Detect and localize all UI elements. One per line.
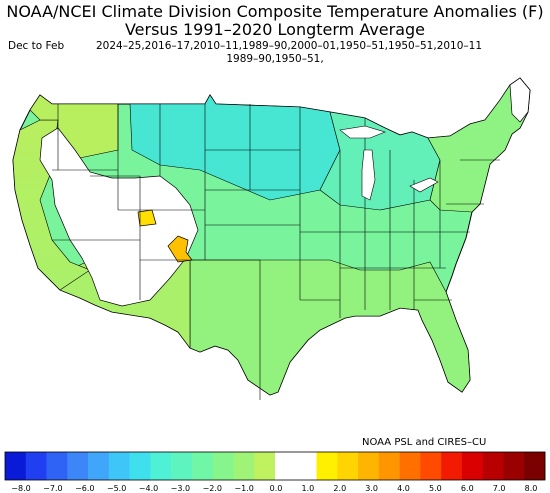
colorbar-tick-label: 5.0 (429, 484, 442, 493)
colorbar-swatch (337, 452, 359, 480)
region-neutral-west (39, 127, 199, 307)
colorbar-tick-label: 3.0 (365, 484, 378, 493)
colorbar-swatch (46, 452, 68, 480)
colorbar-tick-label: −2.0 (202, 484, 223, 493)
colorbar-swatch (108, 452, 130, 480)
colorbar-tick-label: 0.0 (269, 484, 283, 493)
colorbar-swatch (191, 452, 213, 480)
colorbar-swatch (212, 452, 234, 480)
credit-label: NOAA PSL and CIRES–CU (362, 437, 487, 448)
colorbar-outline (4, 451, 546, 481)
lake-superior (339, 125, 386, 139)
colorbar-swatch (461, 452, 483, 480)
colorbar-swatch (378, 452, 400, 480)
colorbar-swatch (420, 452, 442, 480)
region-south (189, 259, 471, 396)
colorbar-tick-label: −6.0 (75, 484, 95, 493)
colorbar-tick-label: 4.0 (397, 484, 410, 493)
colorbar-swatch (295, 452, 317, 480)
colorbar-tick-label: −4.0 (138, 484, 159, 493)
colorbar-tick-label: 1.0 (301, 484, 315, 493)
colorbar-swatch (358, 452, 380, 480)
colorbar-swatch (441, 452, 463, 480)
colorbar-tick-label: −5.0 (106, 484, 127, 493)
colorbar-tick-label: 2.0 (333, 484, 347, 493)
colorbar-swatch (254, 452, 276, 480)
region-great-lakes (319, 111, 441, 211)
colorbar-swatch (316, 452, 338, 480)
colorbar-swatch (482, 452, 504, 480)
map-title-line1: NOAA/NCEI Climate Division Composite Tem… (6, 2, 544, 21)
colorbar-tick-label: 8.0 (524, 484, 538, 493)
colorbar-swatch (25, 452, 47, 480)
region-neutral-maine (509, 77, 531, 123)
colorbar-swatch (150, 452, 172, 480)
colorbar-tick-label: −1.0 (234, 484, 254, 493)
composite-years-line2: 1989–90,1950–51, (226, 53, 324, 65)
colorbar-swatch (67, 452, 89, 480)
colorbar-swatch (275, 452, 297, 480)
lake-michigan (361, 149, 376, 201)
lake-erie (409, 177, 439, 193)
colorbar-swatch (524, 452, 546, 480)
warm-anomaly-colorado (167, 235, 193, 263)
region-northeast (427, 77, 531, 213)
colorbar-swatch (171, 452, 193, 480)
colorbar-swatch (503, 452, 525, 480)
colorbar-tick-label: 6.0 (460, 484, 474, 493)
colorbar-swatch (129, 452, 151, 480)
colorbar-tick-label: −8.0 (11, 484, 31, 493)
us-temperature-anomaly-map (12, 77, 531, 400)
colorbar-swatch (233, 452, 255, 480)
colorbar (4, 451, 546, 481)
colorbar-tick-label: 7.0 (492, 484, 506, 493)
colorbar-tick-label: −3.0 (170, 484, 191, 493)
colorbar-swatch (5, 452, 27, 480)
season-label: Dec to Feb (8, 40, 65, 52)
map-title-line2: Versus 1991–2020 Longterm Average (124, 20, 426, 39)
composite-years-line1: 2024–25,2016–17,2010–11,1989–90,2000–01,… (96, 40, 483, 52)
colorbar-tick-label: −7.0 (43, 484, 63, 493)
colorbar-swatch (399, 452, 421, 480)
colorbar-swatch (88, 452, 110, 480)
warm-anomaly-utah (137, 209, 157, 227)
